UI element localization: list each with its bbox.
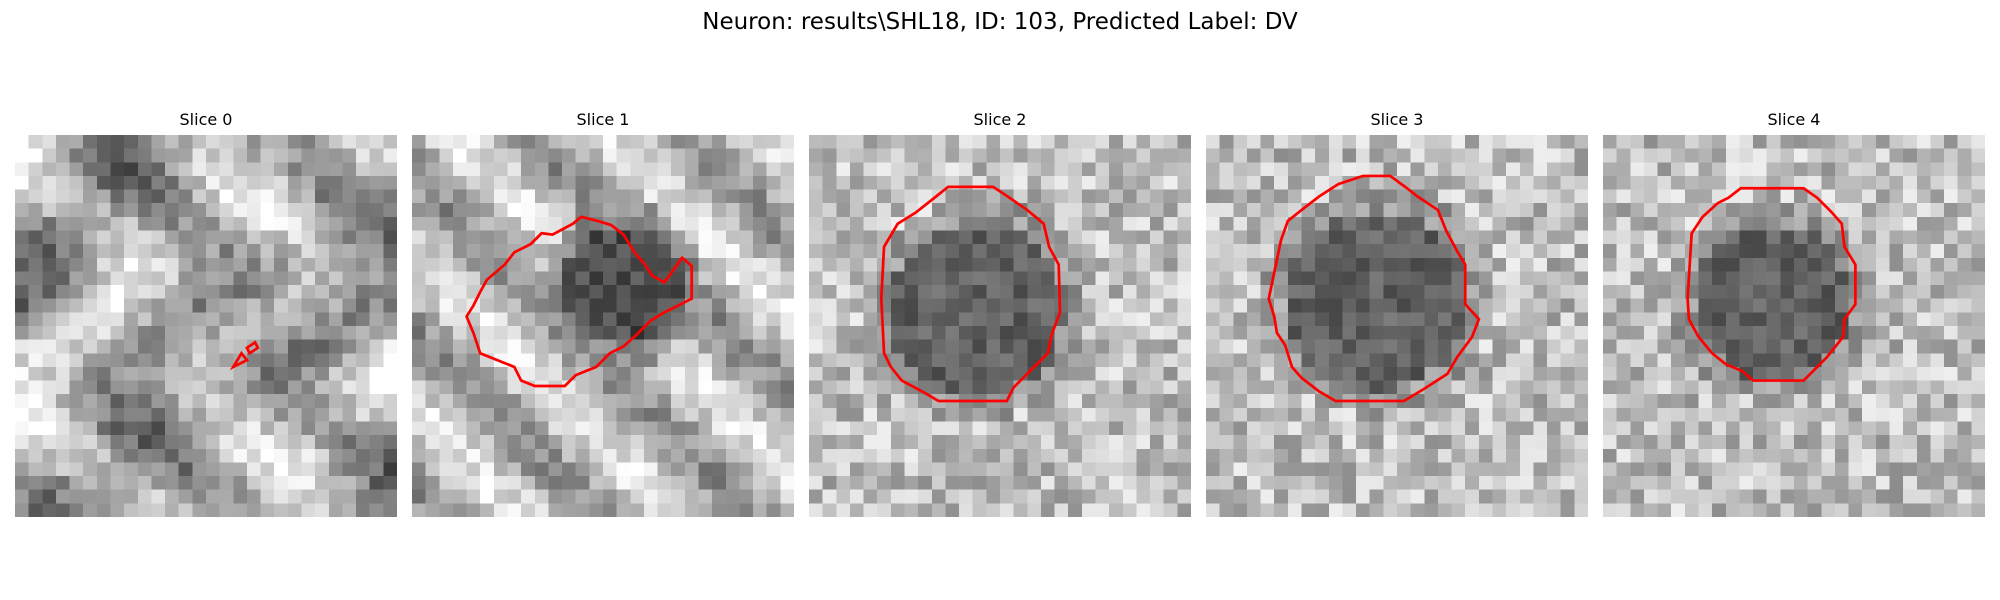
contour-2-0 [879,185,1062,403]
slice-pixels-4 [1603,135,1985,517]
contour-0-1 [245,340,260,356]
contour-3-0 [1267,174,1481,403]
contour-0-0 [229,350,250,371]
slice-image-1 [412,135,794,517]
slice-title-3: Slice 3 [1370,110,1424,129]
slice-title-1: Slice 1 [576,110,630,129]
slice-title-4: Slice 4 [1767,110,1821,129]
slice-image-2 [809,135,1191,517]
slice-title-0: Slice 0 [179,110,233,129]
slice-pixels-3 [1206,135,1588,517]
contour-1-0 [465,215,694,388]
slice-pixels-0 [15,135,397,517]
slice-image-4 [1603,135,1985,517]
slice-pixels-2 [809,135,1191,517]
contour-4-0 [1686,186,1857,382]
slice-image-3 [1206,135,1588,517]
slice-title-2: Slice 2 [973,110,1027,129]
slice-pixels-1 [412,135,794,517]
figure-title: Neuron: results\SHL18, ID: 103, Predicte… [702,9,1298,35]
slice-image-0 [15,135,397,517]
